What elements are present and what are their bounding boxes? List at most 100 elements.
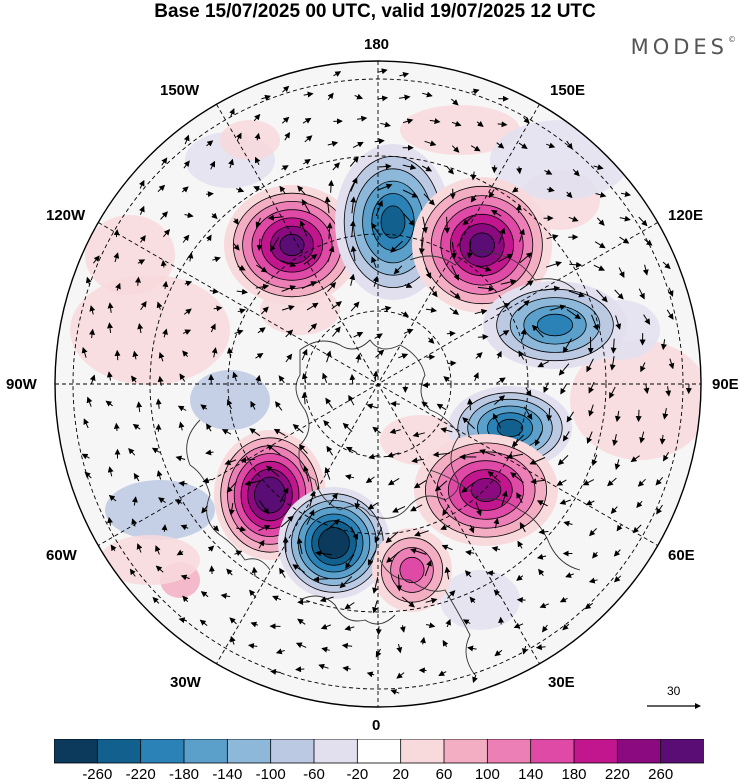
- wind-vector: [237, 308, 246, 314]
- colorbar-tick-label: 180: [561, 766, 587, 783]
- wind-vector: [279, 567, 286, 578]
- wind-vector: [86, 396, 93, 407]
- wind-vector: [350, 177, 358, 192]
- wind-vector: [399, 71, 410, 78]
- wind-vector: [332, 326, 341, 337]
- wind-vector: [210, 323, 216, 333]
- brand-logo: MODES©: [630, 35, 736, 59]
- colorbar-swatch: [530, 739, 575, 764]
- wind-vector: [377, 95, 389, 102]
- wind-vector: [303, 91, 314, 98]
- wind-vector: [402, 189, 419, 198]
- wind-vector: [284, 131, 291, 141]
- wind-vector: [129, 568, 136, 577]
- wind-vector: [660, 339, 667, 351]
- colorbar-tick-label: -180: [168, 766, 200, 783]
- wind-vector: [183, 308, 192, 315]
- wind-vector: [354, 93, 364, 100]
- colorbar-tick-label: -20: [346, 766, 369, 783]
- wind-vector: [461, 481, 475, 493]
- lon-label-180: 180: [364, 36, 390, 53]
- colorbar-swatch: [660, 739, 704, 764]
- wind-vector: [114, 349, 121, 361]
- wind-vector: [107, 516, 113, 526]
- wind-vector: [258, 500, 269, 515]
- wind-vector: [475, 265, 492, 272]
- wind-vector: [425, 307, 437, 313]
- wind-vector: [176, 549, 184, 556]
- wind-vector: [229, 108, 235, 117]
- wind-vector: [595, 191, 607, 198]
- wind-vector: [253, 113, 261, 122]
- wind-vector: [140, 300, 147, 311]
- wind-vector: [309, 490, 316, 507]
- wind-vector: [135, 276, 142, 286]
- wind-vector: [226, 481, 237, 493]
- wind-vector: [621, 191, 631, 198]
- wind-vector: [292, 423, 304, 434]
- wind-vector: [201, 505, 208, 514]
- wind-vector: [211, 212, 218, 220]
- wind-vector: [588, 404, 594, 417]
- wind-vector: [562, 623, 570, 631]
- wind-vector: [496, 142, 505, 149]
- wind-vector: [438, 670, 447, 676]
- wind-vector: [588, 577, 598, 584]
- wind-vector: [349, 373, 356, 385]
- weak-anomaly-patch: [190, 370, 270, 430]
- wind-vector: [618, 267, 625, 278]
- wind-vector: [267, 214, 284, 221]
- wind-vector: [496, 350, 502, 359]
- wind-vector: [635, 409, 642, 423]
- wind-vector: [520, 328, 527, 340]
- lon-label-30e: 30E: [548, 674, 575, 691]
- wind-vector: [403, 328, 414, 335]
- wind-vector: [221, 429, 232, 435]
- wind-vector: [519, 228, 525, 243]
- wind-vector: [519, 252, 533, 264]
- wind-vector: [421, 216, 428, 234]
- wind-vector: [182, 595, 189, 603]
- colorbar-tick-label: -220: [125, 766, 156, 783]
- wind-vector: [226, 347, 233, 358]
- wind-vector: [557, 455, 569, 466]
- wind-vector: [386, 551, 400, 563]
- wind-vector: [534, 430, 543, 447]
- wind-vector: [228, 158, 234, 169]
- wind-vector: [517, 299, 530, 312]
- wind-vector: [381, 305, 392, 312]
- wind-vector: [414, 530, 429, 537]
- wind-vector: [477, 285, 495, 292]
- wind-vector: [607, 477, 617, 487]
- wind-vector: [596, 217, 605, 226]
- wind-vector: [200, 404, 208, 411]
- wind-vector: [350, 301, 360, 312]
- wind-vector: [516, 492, 523, 504]
- wind-vector: [357, 115, 368, 122]
- wind-vector: [306, 302, 319, 311]
- wind-vector: [593, 264, 605, 271]
- wind-vector: [498, 330, 510, 338]
- wind-vector: [202, 477, 212, 484]
- wind-vector: [253, 185, 262, 192]
- wind-vector: [106, 371, 113, 381]
- wind-vector: [585, 499, 595, 506]
- wind-vector: [610, 338, 617, 354]
- wind-vector: [468, 524, 475, 534]
- wind-vector: [371, 256, 377, 268]
- wind-vector: [304, 135, 313, 143]
- wind-vector: [181, 186, 189, 193]
- wind-vector: [138, 179, 145, 189]
- wind-vector: [179, 373, 186, 382]
- wind-vector: [260, 306, 269, 315]
- wind-vector: [466, 241, 473, 259]
- wind-vector: [662, 452, 670, 462]
- wind-vector: [108, 494, 117, 502]
- wind-vector: [447, 360, 457, 367]
- wind-vector: [232, 218, 239, 226]
- wind-vector: [479, 449, 496, 457]
- wind-vector: [250, 621, 259, 628]
- wind-vector: [494, 649, 503, 657]
- wind-vector: [559, 596, 568, 603]
- wind-vector: [161, 524, 168, 532]
